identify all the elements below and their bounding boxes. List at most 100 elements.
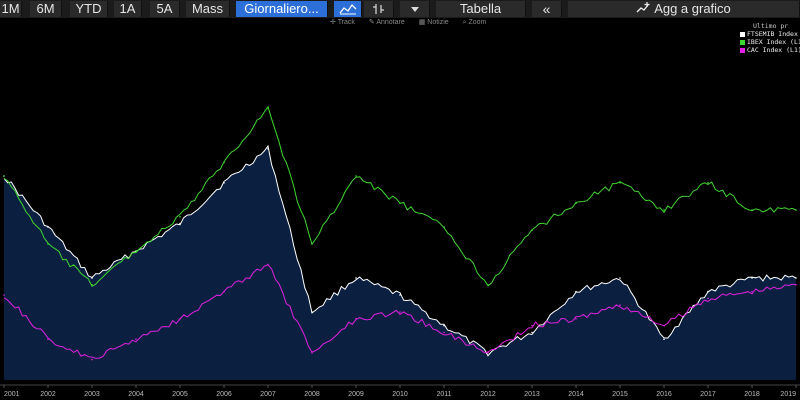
x-tick-label: 2001	[4, 391, 20, 398]
bar-chart-type-button[interactable]	[364, 1, 394, 17]
data-point-cac-index-l1	[47, 338, 49, 341]
legend-entry-ibex[interactable]: IBEX Index (L1)	[740, 38, 800, 46]
x-tick-label: 2003	[84, 391, 100, 398]
data-point-cac-index-l1	[399, 311, 401, 313]
chart-legend: Ultimo pr FTSEMIB Index IBEX Index (L1) …	[740, 22, 800, 54]
add-to-chart-label: Agg a grafico	[654, 1, 731, 16]
range-ytd-button[interactable]: YTD	[70, 1, 108, 17]
data-point-ibex-index-l1	[223, 161, 225, 164]
legend-entry-ftsemib[interactable]: FTSEMIB Index	[740, 30, 800, 38]
data-point-cac-index-l1	[179, 318, 181, 320]
line-chart-type-button[interactable]	[334, 1, 362, 17]
data-point-ibex-index-l1	[751, 209, 753, 211]
chart-options-dropdown[interactable]	[400, 1, 430, 17]
data-point-ibex-index-l1	[487, 284, 489, 286]
data-point-ibex-index-l1	[443, 226, 445, 228]
data-point-ibex-index-l1	[531, 229, 533, 232]
data-point-ftsemib-index	[751, 277, 753, 279]
data-point-ibex-index-l1	[355, 175, 357, 177]
data-point-cac-index-l1	[531, 324, 533, 327]
data-point-ftsemib-index	[179, 222, 181, 225]
news-tool[interactable]: ▦ Notizie	[418, 19, 449, 26]
x-tick-label: 2014	[568, 391, 584, 398]
legend-label: CAC Index (L1)	[747, 46, 800, 54]
data-point-ftsemib-index	[707, 290, 709, 293]
x-tick-label: 2019	[780, 391, 796, 398]
legend-swatch	[740, 47, 745, 53]
zoom-tool[interactable]: ⌕ Zoom	[462, 19, 487, 26]
collapse-button[interactable]: «	[532, 1, 562, 17]
x-tick-label: 2010	[392, 391, 408, 398]
table-button[interactable]: Tabella	[436, 1, 526, 17]
range-1m-button[interactable]: 1M	[0, 1, 22, 17]
data-point-cac-index-l1	[311, 352, 313, 354]
track-tool[interactable]: ✛ Track	[330, 19, 355, 26]
data-point-ibex-index-l1	[619, 182, 621, 184]
data-point-ibex-index-l1	[311, 243, 313, 245]
data-point-ibex-index-l1	[663, 209, 665, 211]
data-point-cac-index-l1	[355, 318, 357, 320]
legend-entry-cac[interactable]: CAC Index (L1)	[740, 46, 800, 54]
data-point-cac-index-l1	[443, 331, 445, 334]
news-label: Notizie	[427, 19, 449, 26]
track-label: Track	[337, 19, 355, 26]
data-point-cac-index-l1	[619, 304, 621, 307]
line-chart-icon	[338, 3, 356, 15]
range-mass-button[interactable]: Mass	[186, 1, 230, 17]
data-point-ibex-index-l1	[795, 209, 797, 211]
data-point-ibex-index-l1	[575, 202, 577, 204]
x-tick-label: 2015	[612, 391, 628, 398]
data-point-ibex-index-l1	[135, 250, 137, 252]
annotate-tool[interactable]: ✎ Annotare	[368, 19, 405, 26]
data-point-ftsemib-index	[91, 277, 93, 279]
ohlc-bar-icon	[372, 4, 384, 14]
series-line-ftsemib-index	[3, 144, 797, 357]
x-tick-label: 2008	[304, 391, 320, 398]
data-point-ftsemib-index	[619, 277, 621, 279]
legend-swatch	[740, 39, 745, 45]
data-point-cac-index-l1	[663, 324, 665, 327]
legend-title: Ultimo pr	[753, 22, 789, 30]
data-point-ftsemib-index	[531, 331, 533, 334]
data-point-ftsemib-index	[399, 294, 401, 296]
zoom-label: Zoom	[468, 19, 487, 26]
data-point-cac-index-l1	[487, 352, 489, 354]
x-tick-label: 2018	[744, 391, 760, 398]
data-point-ibex-index-l1	[707, 182, 709, 184]
annotate-label: Annotare	[376, 19, 405, 26]
data-point-ibex-index-l1	[179, 216, 181, 218]
data-point-cac-index-l1	[795, 284, 797, 286]
range-6m-button[interactable]: 6M	[30, 1, 62, 17]
x-tick-label: 2013	[524, 391, 540, 398]
data-point-ftsemib-index	[575, 290, 577, 293]
data-point-cac-index-l1	[223, 290, 225, 293]
x-tick-label: 2011	[436, 391, 451, 398]
data-point-ftsemib-index	[311, 311, 313, 313]
data-point-cac-index-l1	[91, 358, 93, 361]
series-layer	[3, 105, 797, 380]
data-point-ftsemib-index	[663, 338, 665, 341]
caret-down-icon	[410, 7, 419, 12]
data-point-ftsemib-index	[223, 182, 225, 184]
data-point-ftsemib-index	[443, 324, 445, 327]
add-chart-icon	[636, 2, 650, 13]
data-point-ftsemib-index	[47, 226, 49, 228]
legend-swatch	[740, 31, 745, 37]
range-1a-button[interactable]: 1A	[114, 1, 142, 17]
x-tick-label: 2016	[656, 391, 672, 398]
series-area-ftsemib-index	[4, 146, 796, 380]
add-to-chart-button[interactable]: Agg a grafico	[568, 1, 800, 17]
data-point-ibex-index-l1	[3, 175, 5, 177]
data-point-cac-index-l1	[267, 263, 269, 266]
data-point-ibex-index-l1	[91, 284, 93, 286]
frequency-dropdown[interactable]: Giornaliero...	[236, 1, 328, 17]
data-point-cac-index-l1	[751, 290, 753, 293]
chart-tools-bar: ✛ Track ✎ Annotare ▦ Notizie ⌕ Zoom	[330, 18, 498, 29]
legend-label: FTSEMIB Index	[747, 30, 798, 38]
x-tick-label: 2017	[700, 391, 716, 398]
data-point-cac-index-l1	[707, 297, 709, 300]
toolbar: 1M 6M YTD 1A 5A Mass Giornaliero... Tabe…	[0, 0, 800, 18]
range-5a-button[interactable]: 5A	[150, 1, 180, 17]
data-point-cac-index-l1	[135, 338, 137, 341]
